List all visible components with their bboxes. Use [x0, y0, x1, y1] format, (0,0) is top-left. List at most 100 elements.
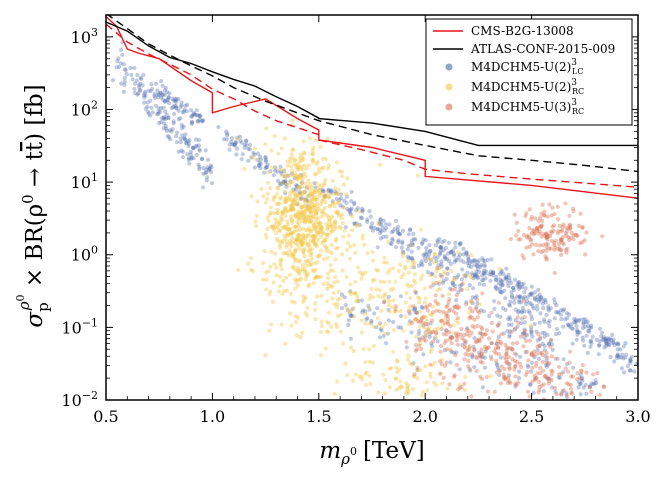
- scatter-point: [251, 150, 256, 156]
- scatter-point: [161, 97, 166, 103]
- scatter-point: [281, 251, 286, 256]
- scatter-point: [428, 248, 433, 253]
- scatter-point: [466, 364, 471, 369]
- scatter-point: [569, 391, 574, 396]
- scatter-point: [401, 250, 406, 255]
- scatter-point: [362, 242, 367, 247]
- scatter-point: [475, 263, 480, 268]
- scatter-point: [308, 239, 313, 244]
- scatter-point: [382, 299, 387, 304]
- scatter-point: [168, 137, 173, 142]
- scatter-point: [353, 291, 359, 296]
- scatter-point: [571, 237, 576, 242]
- scatter-point: [453, 318, 459, 323]
- scatter-point: [423, 238, 428, 243]
- scatter-point: [556, 372, 562, 377]
- scatter-point: [570, 326, 576, 332]
- scatter-point: [467, 316, 472, 321]
- scatter-point: [179, 103, 184, 108]
- scatter-point: [290, 252, 295, 257]
- scatter-point: [283, 206, 288, 211]
- scatter-point: [603, 339, 608, 344]
- scatter-point: [423, 315, 428, 320]
- scatter-point: [290, 236, 295, 241]
- scatter-point: [192, 112, 197, 117]
- scatter-point: [278, 182, 283, 187]
- scatter-point: [326, 214, 331, 219]
- scatter-point: [498, 289, 503, 294]
- scatter-point: [300, 191, 305, 196]
- scatter-point: [352, 243, 357, 248]
- scatter-point: [296, 237, 301, 242]
- scatter-point: [528, 369, 534, 374]
- scatter-point: [553, 389, 558, 394]
- scatter-point: [166, 95, 171, 100]
- scatter-point: [116, 64, 122, 69]
- scatter-point: [474, 339, 479, 344]
- scatter-point: [528, 237, 533, 242]
- scatter-point: [534, 375, 539, 381]
- scatter-point: [568, 226, 573, 231]
- scatter-point: [204, 167, 209, 172]
- scatter-point: [297, 258, 302, 263]
- scatter-point: [461, 246, 466, 251]
- scatter-point: [266, 269, 271, 274]
- scatter-point: [300, 218, 305, 224]
- scatter-point: [440, 381, 445, 386]
- scatter-point: [480, 256, 485, 261]
- scatter-point: [312, 234, 317, 239]
- scatter-point: [549, 378, 554, 383]
- scatter-point: [312, 207, 318, 212]
- scatter-point: [300, 232, 306, 237]
- scatter-point: [394, 365, 399, 370]
- scatter-point: [501, 372, 506, 377]
- scatter-point: [317, 253, 322, 258]
- scatter-point: [529, 352, 534, 357]
- scatter-point: [438, 349, 443, 354]
- scatter-point: [574, 319, 579, 324]
- scatter-point: [277, 243, 282, 248]
- scatter-point: [307, 208, 312, 213]
- scatter-point: [529, 291, 534, 296]
- scatter-point: [563, 248, 569, 253]
- scatter-point: [360, 236, 365, 241]
- scatter-point: [172, 98, 178, 103]
- scatter-point: [115, 59, 120, 64]
- scatter-point: [568, 386, 574, 391]
- scatter-point: [299, 180, 304, 185]
- scatter-point: [494, 351, 499, 356]
- scatter-point: [381, 260, 386, 265]
- scatter-point: [283, 206, 288, 211]
- scatter-point: [489, 321, 494, 326]
- scatter-point: [564, 229, 569, 234]
- scatter-point: [427, 326, 432, 331]
- scatter-point: [419, 304, 424, 309]
- scatter-point: [280, 209, 285, 214]
- scatter-point: [308, 218, 313, 223]
- scatter-point: [505, 380, 510, 386]
- scatter-point: [432, 380, 437, 385]
- scatter-point: [224, 129, 229, 134]
- scatter-point: [408, 361, 413, 366]
- scatter-point: [505, 280, 510, 285]
- scatter-point: [160, 93, 165, 98]
- scatter-point: [475, 297, 480, 302]
- scatter-point: [544, 257, 549, 262]
- scatter-point: [511, 288, 516, 293]
- scatter-point: [583, 320, 588, 325]
- scatter-point: [333, 186, 338, 191]
- scatter-point: [508, 317, 513, 322]
- scatter-point: [322, 194, 327, 199]
- scatter-point: [459, 326, 464, 332]
- scatter-point: [311, 233, 316, 239]
- scatter-point: [454, 257, 459, 263]
- scatter-point: [478, 374, 483, 379]
- scatter-point: [540, 231, 545, 236]
- scatter-point: [327, 204, 333, 209]
- scatter-point: [387, 299, 392, 304]
- scatter-point: [486, 345, 491, 350]
- scatter-point: [481, 277, 486, 283]
- scatter-point: [509, 329, 514, 334]
- scatter-point: [465, 287, 470, 292]
- scatter-point: [519, 316, 525, 321]
